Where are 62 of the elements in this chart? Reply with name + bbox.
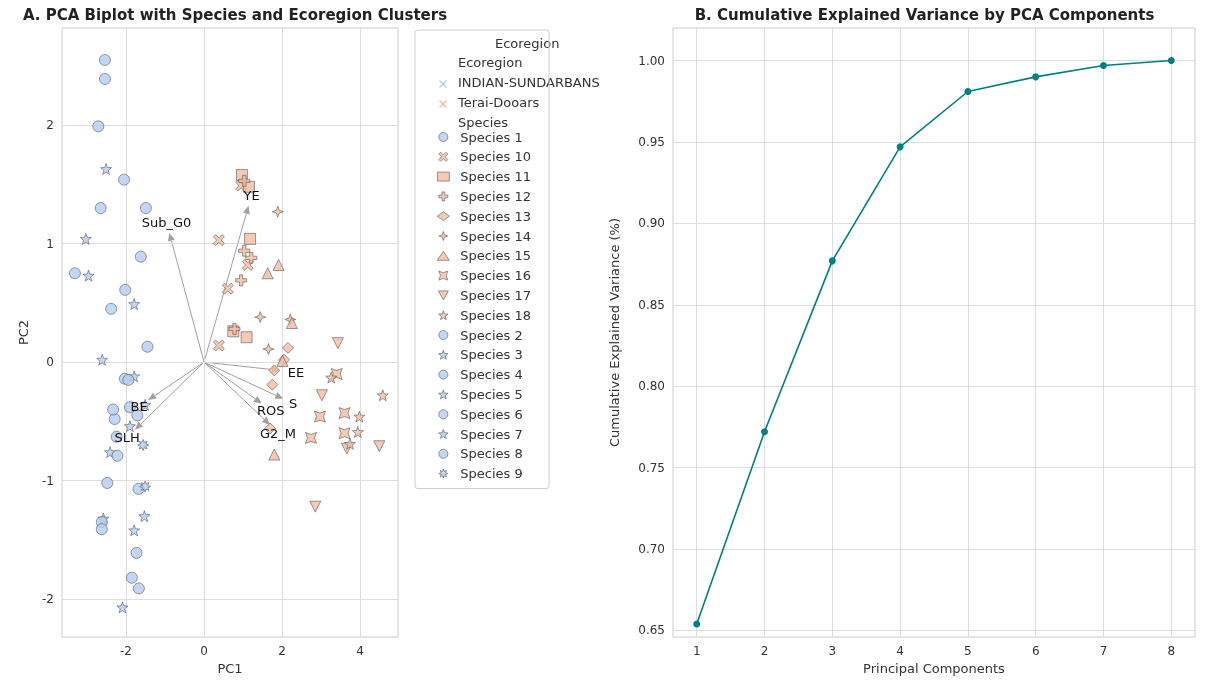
y-tick-label: 0.95: [638, 134, 665, 149]
annotation: ROS: [256, 403, 285, 419]
x-tick-label: 4: [896, 644, 904, 658]
y-tick-label: 0.90: [638, 216, 665, 231]
legend-label: Species 12: [460, 188, 532, 204]
annotation: EE: [287, 365, 305, 381]
legend-label: Species 4: [460, 367, 523, 383]
legend-label: Species 6: [460, 406, 523, 422]
annotation: Sub_G0: [141, 215, 192, 231]
legend-title: Ecoregion: [495, 36, 560, 51]
y-tick-label: 0.75: [638, 460, 665, 475]
chart-title: A. PCA Biplot with Species and Ecoregion Clusters: [22, 5, 448, 24]
y-tick-label: -1: [42, 473, 54, 488]
annotation: G2_M: [259, 425, 296, 441]
legend-label: Species 8: [460, 446, 523, 462]
x-tick-label: 0: [200, 644, 208, 658]
y-tick-label: 0: [46, 355, 54, 370]
y-tick-label: 0.80: [638, 379, 665, 394]
x-tick-label: 7: [1099, 644, 1108, 658]
y-tick-label: 2: [46, 118, 54, 133]
y-tick-label: 0.65: [638, 623, 665, 638]
legend-label: Species 3: [460, 347, 523, 363]
annotation: SLH: [114, 430, 140, 446]
legend-label: Species 15: [460, 248, 532, 264]
y-axis-title: PC2: [16, 319, 31, 346]
legend-label: Species 17: [460, 287, 532, 303]
x-axis-title: Principal Components: [863, 660, 1006, 676]
x-tick-label: 1: [692, 644, 701, 658]
legend-label: Species 13: [460, 208, 532, 224]
x-tick-label: -2: [120, 644, 132, 658]
legend-label: Species 5: [460, 386, 523, 402]
x-axis-title: PC1: [217, 660, 243, 676]
y-tick-label: 0.85: [638, 297, 665, 312]
x-tick-label: 4: [356, 644, 364, 658]
legend-label: Species 2: [460, 327, 523, 343]
x-tick-label: 2: [760, 644, 769, 658]
legend-label: Species 11: [460, 169, 532, 185]
y-tick-label: 1.00: [638, 53, 665, 68]
x-tick-label: 5: [964, 644, 972, 658]
x-tick-label: 6: [1031, 644, 1040, 658]
legend-label: Species 9: [460, 466, 523, 482]
legend-label: Species 14: [460, 228, 532, 244]
y-axis-title: Cumulative Explained Variance (%): [607, 217, 622, 448]
y-tick-label: -2: [42, 592, 54, 607]
text: Terai-Dooars: [457, 95, 540, 110]
text: INDIAN-SUNDARBANS: [458, 75, 600, 90]
x-tick-label: 3: [828, 644, 837, 658]
text: Ecoregion: [458, 55, 523, 70]
legend-label: Species 10: [460, 149, 532, 165]
annotation: S: [289, 396, 298, 412]
legend-label: Species 16: [460, 268, 532, 284]
x-tick-label: 2: [278, 644, 286, 658]
legend-label: Species 1: [460, 129, 523, 145]
x-tick-label: 8: [1167, 644, 1176, 658]
y-tick-label: 1: [46, 236, 54, 251]
legend-label: Species 18: [460, 307, 532, 323]
y-tick-label: 0.70: [638, 542, 665, 557]
annotation: BE: [130, 399, 148, 415]
annotation: YE: [242, 188, 260, 204]
legend-label: Species 7: [460, 426, 523, 442]
text: Species: [458, 115, 509, 130]
chart-title: B. Cumulative Explained Variance by PCA Components: [694, 5, 1155, 24]
